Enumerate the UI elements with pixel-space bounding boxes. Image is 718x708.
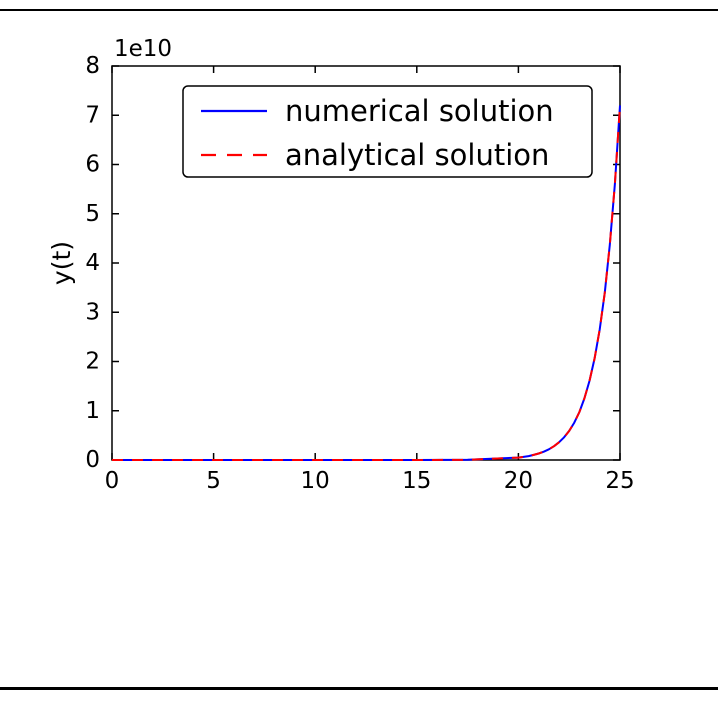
data-curves	[112, 105, 621, 461]
bottom-rule	[0, 687, 718, 690]
x-tick-label: 15	[402, 468, 431, 494]
figure-canvas: 0 5 10 15 20 25 0 1 2 3 4 5 6 7 8 y(t) 1e10 numerical …	[47, 36, 635, 494]
y-tick-label: 6	[85, 152, 100, 178]
y-tick-label: 2	[85, 349, 100, 375]
legend-box	[182, 85, 593, 178]
top-rule	[0, 9, 718, 11]
y-tick-label: 0	[85, 447, 100, 473]
x-tick-label: 20	[504, 468, 533, 494]
axis-tick-labels: 0 5 10 15 20 25 0 1 2 3 4 5 6 7 8	[85, 53, 634, 494]
y-tick-label: 3	[85, 299, 100, 325]
y-tick-label: 4	[85, 250, 100, 276]
legend-label-numerical: numerical solution	[285, 94, 554, 128]
y-tick-label: 1	[85, 398, 100, 424]
x-tick-label: 25	[605, 468, 634, 494]
curve-solid	[112, 105, 621, 461]
y-tick-label: 8	[85, 53, 100, 79]
x-tick-label: 10	[301, 468, 330, 494]
x-tick-label: 0	[105, 468, 120, 494]
legend: numerical solution analytical solution	[182, 85, 593, 178]
y-axis-label: y(t)	[47, 241, 76, 285]
y-axis-offset-text: 1e10	[114, 36, 172, 62]
y-tick-label: 5	[85, 201, 100, 227]
legend-label-analytical: analytical solution	[285, 138, 549, 172]
x-tick-label: 5	[206, 468, 221, 494]
y-tick-label: 7	[85, 102, 100, 128]
